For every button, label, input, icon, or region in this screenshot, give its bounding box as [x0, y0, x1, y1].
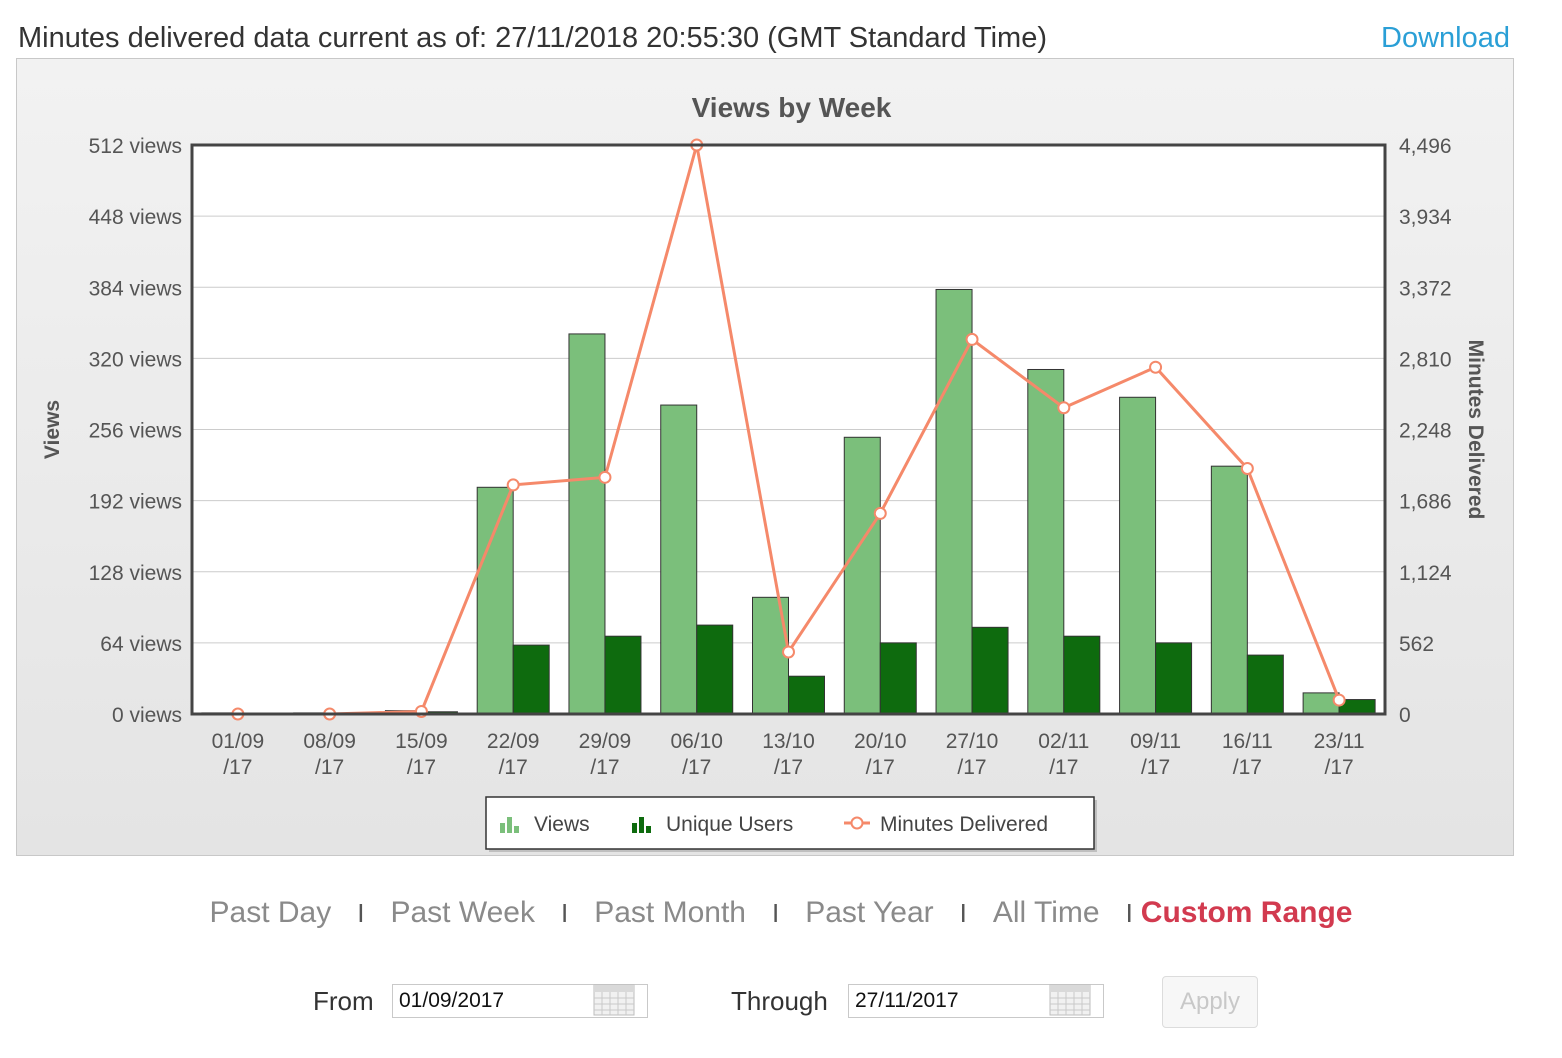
- y-axis-left-title: Views: [41, 400, 64, 459]
- x-tick-label: 23/11/17: [1314, 730, 1365, 779]
- views-bar: [476, 486, 514, 715]
- minutes-delivered-point: [873, 506, 887, 520]
- y-left-tick-label: 320 views: [89, 348, 182, 371]
- y-left-tick-label: 128 views: [89, 562, 182, 585]
- unique-users-bar: [604, 635, 642, 715]
- x-tick-label: 16/11/17: [1222, 730, 1273, 779]
- unique-users-bar: [971, 626, 1009, 715]
- y-right-tick-label: 2,248: [1399, 420, 1452, 443]
- range-past-week[interactable]: Past Week: [390, 896, 535, 929]
- x-tick-label: 02/11/17: [1038, 730, 1089, 779]
- x-tick-label: 09/11/17: [1130, 730, 1181, 779]
- range-separator: I: [560, 898, 569, 928]
- minutes-delivered-point: [965, 332, 979, 346]
- plot-border: [190, 143, 1387, 716]
- views-bar: [1027, 368, 1065, 715]
- minutes-delivered-point: [598, 470, 612, 484]
- y-right-tick-label: 0: [1399, 704, 1411, 727]
- from-label: From: [313, 986, 374, 1016]
- y-left-tick-label: 64 views: [100, 633, 182, 656]
- views-bar: [752, 596, 789, 715]
- unique-users-bar: [788, 675, 825, 715]
- x-tick-label: 08/09/17: [303, 730, 356, 779]
- views-bar: [935, 288, 973, 715]
- y-left-tick-label: 0 views: [112, 704, 182, 727]
- y-left-tick-label: 512 views: [89, 135, 182, 158]
- chart-title: Views by Week: [692, 92, 892, 123]
- legend-unique-users-icon: [632, 817, 651, 833]
- range-all-time[interactable]: All Time: [992, 896, 1100, 929]
- from-calendar-icon[interactable]: [593, 984, 635, 1016]
- chart-panel: 0 views 0 64 views 562 128 views 1,124 192 vie…: [16, 58, 1514, 856]
- minutes-delivered-point: [782, 645, 795, 659]
- y-axis-right-title: Minutes Delivered: [1464, 340, 1487, 520]
- views-bar: [1119, 396, 1157, 715]
- range-separator: I: [959, 898, 967, 928]
- legend-unique-users-label: Unique Users: [666, 813, 793, 836]
- legend-minutes-delivered-label: Minutes Delivered: [880, 813, 1048, 836]
- minutes-delivered-point: [1057, 401, 1071, 415]
- unique-users-bar: [1246, 654, 1284, 715]
- x-tick-label: 20/10/17: [854, 730, 907, 779]
- range-selector: Past Day I Past Week I Past Month I Past Year I…: [0, 896, 1562, 930]
- range-past-day[interactable]: Past Day: [209, 896, 332, 929]
- download-link[interactable]: Download: [1381, 22, 1510, 54]
- legend-minutes-delivered-icon: [844, 816, 870, 830]
- range-custom-range[interactable]: Custom Range: [1140, 896, 1353, 929]
- range-past-year[interactable]: Past Year: [805, 896, 934, 929]
- x-tick-label: 01/09/17: [212, 730, 265, 779]
- through-calendar-icon[interactable]: [1049, 984, 1091, 1016]
- minutes-delivered-point: [1149, 360, 1163, 374]
- range-past-month[interactable]: Past Month: [594, 896, 746, 929]
- y-right-tick-label: 3,372: [1399, 277, 1452, 300]
- data-status-text: Minutes delivered data current as of: 27…: [18, 22, 1048, 54]
- y-right-tick-label: 1,686: [1399, 491, 1452, 514]
- views-bar: [1210, 465, 1248, 715]
- unique-users-bar: [696, 624, 734, 715]
- unique-users-bar: [879, 642, 917, 715]
- x-tick-label: 22/09/17: [487, 730, 540, 779]
- y-left-tick-label: 256 views: [89, 420, 182, 443]
- range-separator: I: [357, 898, 365, 928]
- legend-views-label: Views: [534, 813, 590, 836]
- legend-views-icon: [500, 817, 519, 833]
- y-right-tick-label: 2,810: [1399, 348, 1452, 371]
- y-right-tick-label: 4,496: [1399, 135, 1452, 158]
- unique-users-bar: [1063, 635, 1101, 715]
- unique-users-bar: [1155, 642, 1193, 715]
- apply-button[interactable]: Apply: [1162, 976, 1258, 1028]
- minutes-delivered-point: [1240, 461, 1254, 475]
- range-separator: I: [771, 898, 780, 928]
- range-separator: I: [1125, 898, 1133, 928]
- views-by-week-chart: 0 views 0 64 views 562 128 views 1,124 192 vie…: [41, 92, 1487, 852]
- y-left-tick-label: 448 views: [89, 206, 182, 229]
- through-label: Through: [731, 986, 828, 1016]
- minutes-delivered-point: [1332, 693, 1346, 707]
- legend-box: [485, 796, 1095, 850]
- y-right-tick-label: 1,124: [1399, 562, 1452, 585]
- y-right-tick-label: 3,934: [1399, 206, 1452, 229]
- views-bar: [568, 333, 606, 715]
- x-tick-label: 27/10/17: [946, 730, 999, 779]
- x-tick-label: 29/09/17: [579, 730, 632, 779]
- y-left-tick-label: 384 views: [89, 277, 182, 300]
- y-left-tick-label: 192 views: [89, 491, 182, 514]
- views-bar: [660, 404, 698, 715]
- x-tick-label: 06/10/17: [670, 730, 723, 779]
- minutes-delivered-point: [506, 478, 520, 492]
- views-bar: [843, 436, 881, 715]
- unique-users-bar: [512, 644, 550, 715]
- x-tick-label: 15/09/17: [395, 730, 448, 779]
- y-right-tick-label: 562: [1399, 633, 1434, 656]
- x-tick-label: 13/10/17: [762, 730, 815, 779]
